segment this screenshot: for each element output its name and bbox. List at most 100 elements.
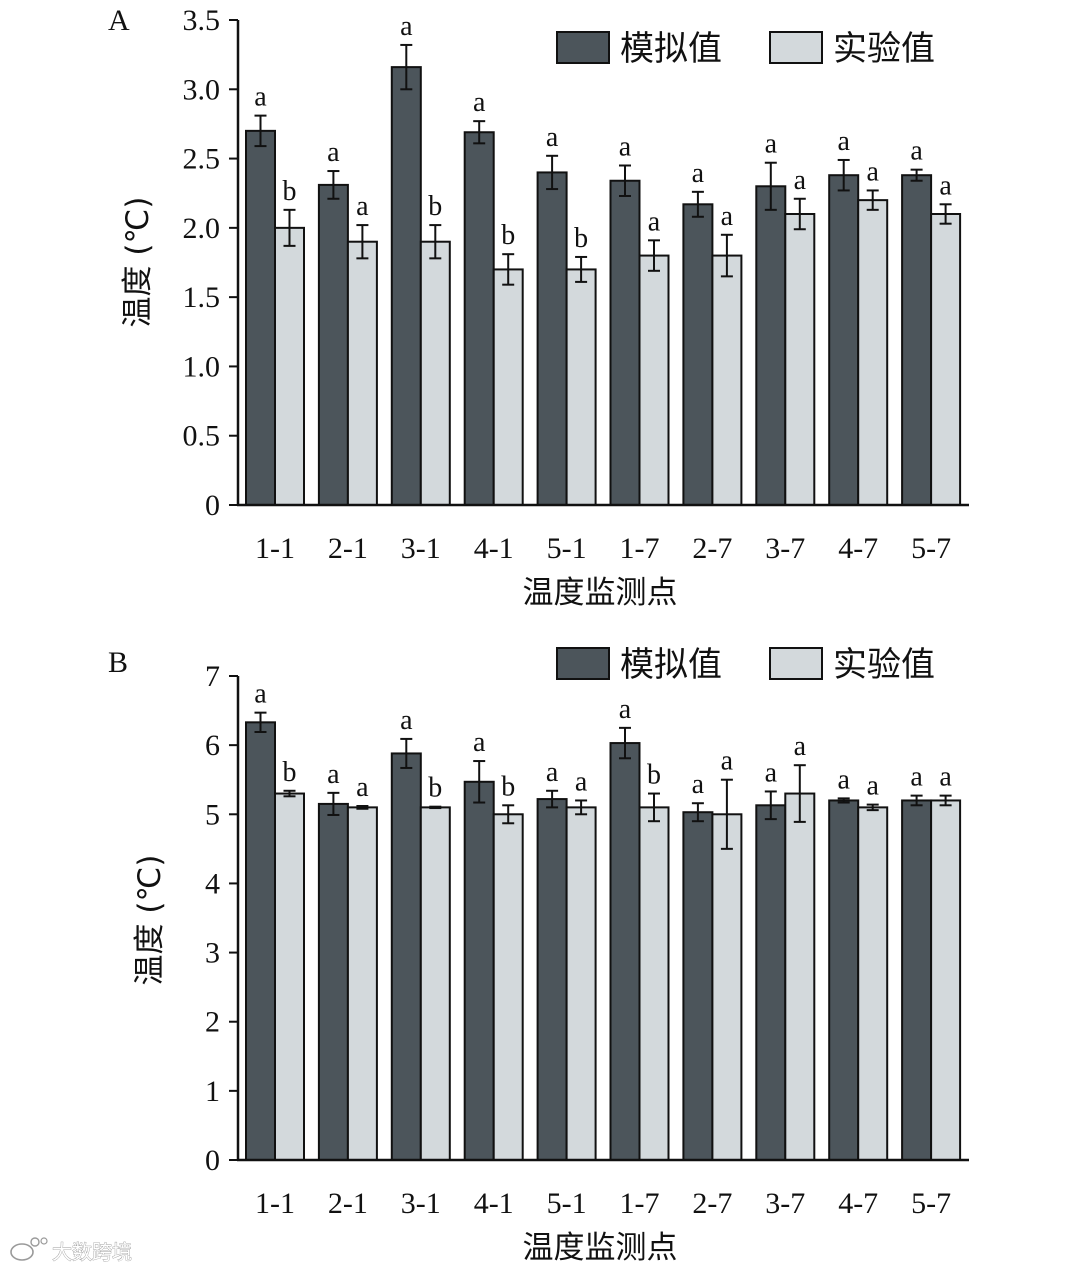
y-tick-label: 2.0 xyxy=(183,212,221,245)
significance-letter: a xyxy=(837,764,850,795)
significance-letter: a xyxy=(866,771,879,802)
significance-letter: a xyxy=(721,201,734,232)
significance-letter: a xyxy=(910,762,923,793)
x-tick-label: 4-7 xyxy=(838,532,878,565)
significance-letter: b xyxy=(428,773,442,804)
x-tick-label: 1-1 xyxy=(255,532,295,565)
bar-sim-1-1 xyxy=(245,129,276,506)
significance-letter: b xyxy=(501,220,515,251)
legend-label-sim-b: 模拟值 xyxy=(620,645,722,685)
bar-sim-1-1 xyxy=(245,721,276,1162)
legend-swatch-sim-a xyxy=(556,31,610,64)
x-axis-title-a: 温度监测点 xyxy=(523,575,678,611)
significance-letter: a xyxy=(837,126,850,157)
bar-sim-3-7 xyxy=(755,804,787,1161)
bar-sim-3-7 xyxy=(755,185,787,507)
significance-letter: a xyxy=(692,158,705,189)
significance-letter: a xyxy=(619,132,632,163)
legend-swatch-exp-b xyxy=(769,647,823,680)
bar-sim-2-1 xyxy=(317,183,349,506)
y-tick-label: 7 xyxy=(205,660,220,693)
x-tick-label: 2-1 xyxy=(328,1187,368,1220)
significance-letter: a xyxy=(721,746,734,777)
significance-letter: b xyxy=(428,191,442,222)
bar-exp-5-1 xyxy=(565,806,597,1161)
watermark: 大数跨境 xyxy=(10,1237,132,1264)
bar-sim-5-1 xyxy=(536,171,568,507)
significance-letter: a xyxy=(575,766,588,797)
significance-letter: a xyxy=(473,727,486,758)
bar-exp-3-7 xyxy=(784,213,816,506)
y-axis-title-a: 温度 (℃) xyxy=(120,197,156,328)
significance-letter: a xyxy=(794,731,807,762)
bar-exp-1-1 xyxy=(274,792,305,1161)
x-tick-label: 3-1 xyxy=(401,532,441,565)
significance-letter: a xyxy=(546,757,559,788)
legend-swatch-exp-a xyxy=(769,31,823,64)
x-axis-title-b: 温度监测点 xyxy=(523,1230,678,1266)
significance-letter: a xyxy=(327,137,340,168)
y-tick-label: 3.5 xyxy=(183,4,221,37)
significance-letter: a xyxy=(356,772,369,803)
significance-letter: b xyxy=(501,771,515,802)
bar-exp-1-1 xyxy=(274,226,305,506)
bar-exp-3-1 xyxy=(419,240,451,506)
bar-exp-4-1 xyxy=(492,813,524,1161)
bar-exp-5-7 xyxy=(930,799,962,1161)
x-tick-label: 1-7 xyxy=(620,532,660,565)
bar-sim-5-1 xyxy=(536,798,568,1161)
x-tick-label: 1-7 xyxy=(620,1187,660,1220)
significance-letter: a xyxy=(910,136,923,167)
panel-label-b: B xyxy=(108,646,128,679)
weibo-style-logo-icon xyxy=(10,1237,48,1261)
x-tick-label: 3-7 xyxy=(765,1187,805,1220)
x-tick-label: 5-7 xyxy=(911,532,951,565)
significance-letter: a xyxy=(254,679,267,710)
legend-label-exp-b: 实验值 xyxy=(833,645,935,685)
legend-swatch-sim-b xyxy=(556,647,610,680)
bar-exp-2-1 xyxy=(346,806,378,1161)
significance-letter: a xyxy=(692,769,705,800)
x-tick-label: 4-1 xyxy=(474,1187,514,1220)
y-tick-label: 0.5 xyxy=(183,420,221,453)
bar-sim-1-7 xyxy=(609,742,641,1161)
y-tick-label: 1.0 xyxy=(183,350,221,383)
bar-exp-1-7 xyxy=(638,806,670,1161)
bar-sim-1-7 xyxy=(609,179,641,506)
bar-exp-4-7 xyxy=(857,806,889,1161)
significance-letter: a xyxy=(794,165,807,196)
significance-letter: a xyxy=(866,156,879,187)
x-tick-label: 2-7 xyxy=(692,1187,732,1220)
y-tick-label: 1.5 xyxy=(183,281,221,314)
bar-sim-2-1 xyxy=(317,802,349,1162)
bar-exp-4-1 xyxy=(492,268,524,506)
legend-label-sim-a: 模拟值 xyxy=(620,29,722,69)
legend-b: 模拟值 实验值 xyxy=(556,645,935,685)
x-tick-label: 1-1 xyxy=(255,1187,295,1220)
x-tick-label: 4-7 xyxy=(838,1187,878,1220)
x-tick-label: 3-7 xyxy=(765,532,805,565)
bar-exp-3-7 xyxy=(784,792,816,1161)
x-tick-label: 2-7 xyxy=(692,532,732,565)
significance-letter: b xyxy=(647,760,661,791)
significance-letter: a xyxy=(254,82,267,113)
bar-exp-2-7 xyxy=(711,813,743,1161)
significance-letter: b xyxy=(283,176,297,207)
y-tick-label: 0 xyxy=(205,489,220,522)
x-tick-label: 2-1 xyxy=(328,532,368,565)
significance-letter: a xyxy=(473,87,486,118)
bar-sim-4-7 xyxy=(828,174,860,506)
bar-sim-4-1 xyxy=(463,131,495,506)
bar-exp-4-7 xyxy=(857,199,889,506)
y-tick-label: 3 xyxy=(205,937,220,970)
y-ticks-b: 0 1 2 3 4 5 6 7 xyxy=(205,660,238,1177)
bar-exp-3-1 xyxy=(419,806,451,1161)
bar-exp-2-7 xyxy=(711,254,743,506)
bar-sim-4-7 xyxy=(828,799,860,1161)
bar-exp-5-7 xyxy=(930,213,962,506)
